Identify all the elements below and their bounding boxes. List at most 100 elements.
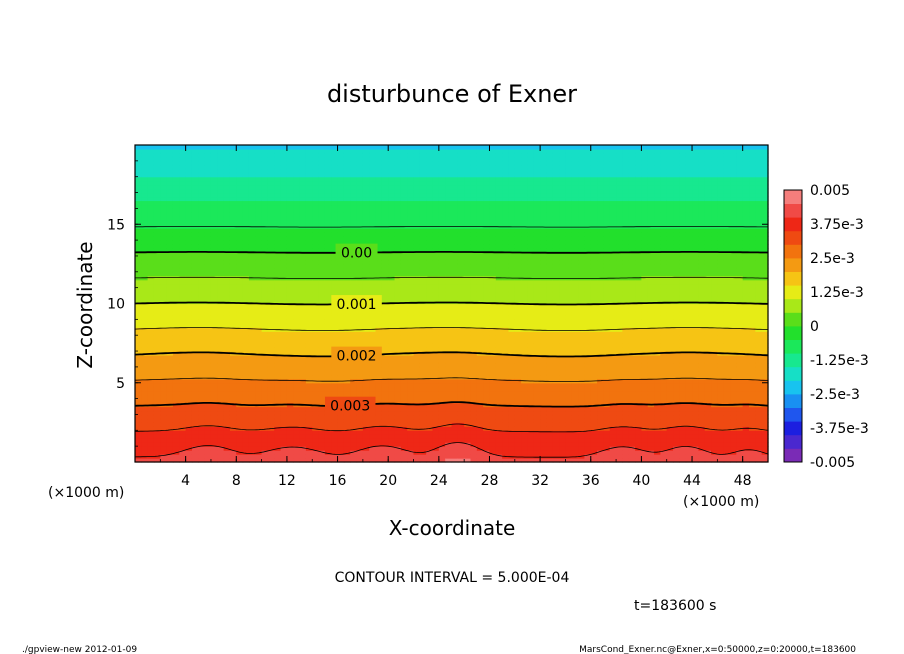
field-cell <box>362 240 370 245</box>
field-cell <box>521 450 529 455</box>
field-cell <box>217 204 225 209</box>
field-cell <box>172 160 180 166</box>
field-cell <box>400 244 408 249</box>
field-cell <box>407 196 415 202</box>
field-cell <box>153 315 161 320</box>
field-cell <box>172 184 180 190</box>
field-cell <box>261 200 269 206</box>
field-cell <box>172 196 180 202</box>
field-cell <box>419 267 427 273</box>
field-cell <box>343 331 351 336</box>
field-cell <box>179 263 187 269</box>
field-cell <box>476 291 484 297</box>
field-cell <box>242 450 250 455</box>
field-cell <box>299 224 307 229</box>
field-cell <box>318 339 326 344</box>
field-cell <box>388 228 396 233</box>
field-cell <box>267 208 275 213</box>
field-cell <box>286 339 294 344</box>
field-cell <box>476 259 484 265</box>
field-cell <box>445 358 453 364</box>
field-cell <box>381 406 389 412</box>
field-cell <box>457 458 465 463</box>
field-cell <box>198 458 206 463</box>
field-cell <box>350 331 358 336</box>
field-cell <box>153 450 161 455</box>
field-cell <box>400 319 408 324</box>
field-cell <box>312 398 320 404</box>
field-cell <box>312 422 320 427</box>
field-cell <box>362 378 370 384</box>
field-cell <box>210 315 218 320</box>
field-cell <box>312 204 320 209</box>
field-cell <box>153 180 161 186</box>
field-cell <box>274 232 282 237</box>
field-cell <box>172 398 180 404</box>
field-cell <box>153 200 161 206</box>
field-cell <box>172 263 180 269</box>
field-cell <box>305 398 313 404</box>
field-cell <box>451 188 459 194</box>
field-cell <box>147 248 155 253</box>
field-cell <box>419 283 427 289</box>
field-cell <box>432 327 440 332</box>
field-cell <box>489 327 497 332</box>
field-cell <box>318 275 326 281</box>
field-cell <box>179 160 187 166</box>
field-cell <box>286 362 294 368</box>
field-cell <box>413 275 421 281</box>
field-cell <box>172 275 180 281</box>
field-cell <box>135 164 142 170</box>
field-cell <box>293 152 301 158</box>
field-cell <box>426 200 434 206</box>
field-cell <box>350 192 358 198</box>
field-cell <box>521 335 529 340</box>
field-cell <box>369 148 377 154</box>
field-cell <box>229 192 237 198</box>
field-cell <box>337 430 345 435</box>
field-cell <box>242 446 250 451</box>
field-cell <box>286 374 294 380</box>
field-cell <box>179 327 187 332</box>
field-cell <box>179 271 187 277</box>
field-cell <box>445 168 453 174</box>
field-cell <box>274 188 282 194</box>
field-cell <box>204 287 212 293</box>
field-cell <box>362 331 370 336</box>
field-cell <box>489 248 497 253</box>
field-cell <box>166 343 174 348</box>
field-cell <box>198 204 206 209</box>
field-cell <box>229 323 237 328</box>
field-cell <box>394 426 402 431</box>
field-cell <box>476 295 484 301</box>
field-cell <box>527 351 535 356</box>
field-cell <box>337 152 345 158</box>
field-cell <box>394 303 402 309</box>
field-cell <box>457 176 465 182</box>
field-cell <box>280 370 288 376</box>
field-cell <box>280 323 288 328</box>
field-cell <box>407 315 415 320</box>
field-cell <box>331 327 339 332</box>
field-cell <box>280 220 288 225</box>
field-cell <box>248 248 256 253</box>
field-cell <box>381 374 389 380</box>
field-cell <box>324 366 332 372</box>
field-cell <box>432 303 440 309</box>
field-cell <box>135 430 142 435</box>
field-cell <box>508 216 516 221</box>
field-cell <box>141 152 149 158</box>
field-cell <box>286 255 294 261</box>
field-cell <box>476 168 484 174</box>
field-cell <box>261 220 269 225</box>
field-cell <box>229 152 237 158</box>
field-cell <box>483 295 491 301</box>
field-cell <box>413 323 421 328</box>
field-cell <box>445 454 453 459</box>
field-cell <box>267 240 275 245</box>
field-cell <box>464 148 472 154</box>
field-cell <box>400 188 408 194</box>
field-cell <box>223 267 231 273</box>
field-cell <box>274 303 282 309</box>
field-cell <box>407 430 415 435</box>
